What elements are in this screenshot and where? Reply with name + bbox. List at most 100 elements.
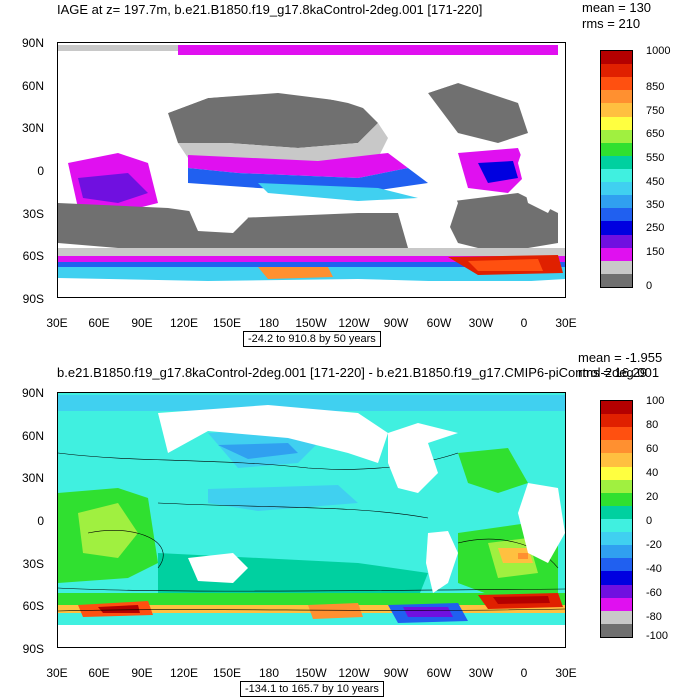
indian-ocean-purple [78, 173, 148, 203]
top-lat-label-90n: 90N [21, 36, 44, 50]
colorbar-segment [601, 77, 632, 91]
north-pacific-edge [178, 123, 388, 163]
bottom-colorbar [600, 400, 633, 638]
north-pacific-blue [218, 443, 298, 459]
bottom-lat-label-60s: 60S [22, 599, 44, 613]
bottom-lon-label: 150W [295, 666, 327, 680]
southern-magenta-band [58, 256, 565, 262]
top-colorbar-label: 1000 [646, 45, 671, 57]
top-lon-label: 60W [426, 316, 452, 330]
colorbar-segment [601, 584, 632, 598]
top-lat-label-60n: 60N [21, 79, 44, 93]
top-lon-label: 120E [169, 316, 199, 330]
top-colorbar-label: 550 [646, 152, 665, 164]
top-colorbar-label: 350 [646, 199, 665, 211]
bottom-colorbar-label: 80 [646, 419, 659, 431]
top-panel-title: IAGE at z= 197.7m, b.e21.B1850.f19_g17.8… [57, 2, 483, 17]
antarctica-land [58, 281, 565, 297]
top-lon-label: 180 [258, 316, 280, 330]
colorbar-segment [601, 195, 632, 209]
colorbar-segment [601, 401, 632, 415]
bottom-lat-label-30s: 30S [22, 557, 44, 571]
arctic-cyan [58, 395, 565, 411]
colorbar-segment [601, 440, 632, 454]
southern-purple-patch [403, 607, 453, 617]
colorbar-segment [601, 90, 632, 104]
equatorial-pacific-blue [188, 168, 428, 193]
north-atlantic-green [458, 448, 528, 493]
colorbar-segment [601, 427, 632, 441]
bottom-lat-label-0: 0 [37, 514, 44, 528]
colorbar-segment [601, 234, 632, 248]
top-lon-label: 60E [88, 316, 110, 330]
bottom-lon-label: 30E [46, 666, 68, 680]
bottom-lon-label: 30W [468, 666, 494, 680]
bottom-colorbar-label: 60 [646, 443, 659, 455]
bottom-colorbar-label: -20 [646, 539, 662, 551]
south-atlantic-orange [518, 553, 528, 559]
bottom-lon-label: 180 [258, 666, 280, 680]
bottom-lon-label: 120W [338, 666, 370, 680]
colorbar-segment [601, 545, 632, 559]
top-map-svg [58, 43, 565, 297]
top-lat-label-30s: 30S [22, 207, 44, 221]
australia-land [188, 553, 248, 583]
top-colorbar-label: 850 [646, 81, 665, 93]
bottom-lon-label: 90E [131, 666, 153, 680]
top-lat-label-90s: 90S [22, 292, 44, 306]
bottom-lon-label: 60E [88, 666, 110, 680]
colorbar-segment [601, 168, 632, 183]
arctic-band [178, 45, 558, 55]
top-map-panel: IAGE at z= 197.7m, b.e21.B1850.f19_g17.8… [21, 0, 671, 347]
north-america-land [388, 423, 458, 493]
africa-land [518, 133, 565, 213]
colorbar-segment [601, 51, 632, 65]
antarctica-land [58, 625, 565, 647]
colorbar-segment [601, 623, 632, 637]
colorbar-segment [601, 129, 632, 143]
weddell-orange-patch [468, 259, 543, 271]
colorbar-segment [601, 142, 632, 156]
contour-lines [58, 452, 565, 612]
top-lon-label: 120W [338, 316, 370, 330]
australia-land [188, 203, 248, 233]
bottom-lat-label-60n: 60N [21, 429, 44, 443]
equatorial-pacific-cyan [258, 183, 418, 201]
north-america-land [388, 73, 458, 143]
weddell-darkred-patch [493, 596, 550, 604]
colorbar-segment [601, 492, 632, 506]
bottom-colorbar-label: -80 [646, 611, 662, 623]
colorbar-segment [601, 221, 632, 235]
top-colorbar-label: 450 [646, 176, 665, 188]
colorbar-segment [601, 208, 632, 222]
colorbar-segment [601, 453, 632, 467]
southern-green-band [58, 593, 565, 605]
north-pacific-grey [168, 93, 378, 148]
top-colorbar-label: 250 [646, 222, 665, 234]
colorbar-segment [601, 597, 632, 611]
bottom-colorbar-label: 100 [646, 395, 665, 407]
bottom-panel-title: b.e21.B1850.f19_g17.8kaControl-2deg.001 … [57, 365, 660, 380]
bottom-lat-label-90s: 90S [22, 642, 44, 656]
eurasia-land [158, 405, 388, 463]
top-colorbar-label: 0 [646, 280, 653, 292]
bottom-lat-label-90n: 90N [21, 386, 44, 400]
colorbar-segment [601, 273, 632, 287]
bottom-lat-label-30n: 30N [21, 471, 44, 485]
bottom-colorbar-label: 40 [646, 467, 659, 479]
bottom-colorbar-label: -40 [646, 563, 662, 575]
bottom-map-panel: b.e21.B1850.f19_g17.8kaControl-2deg.001 … [0, 350, 700, 700]
north-atlantic-grey [428, 83, 528, 143]
top-lat-label-30n: 30N [21, 121, 44, 135]
colorbar-segment [601, 260, 632, 274]
colorbar-segment [601, 558, 632, 572]
bottom-lon-label: 150E [212, 666, 242, 680]
pacific-midlat-cyan [208, 485, 358, 511]
top-lon-label: 30E [555, 316, 577, 330]
bottom-rms-label: rms = 16.29 [578, 365, 648, 380]
bottom-lon-label: 60W [426, 666, 452, 680]
top-rms-label: rms = 210 [582, 16, 641, 31]
top-lon-label: 90W [383, 316, 409, 330]
south-atlantic-yellow [498, 548, 533, 563]
arctic-grey [58, 45, 178, 51]
